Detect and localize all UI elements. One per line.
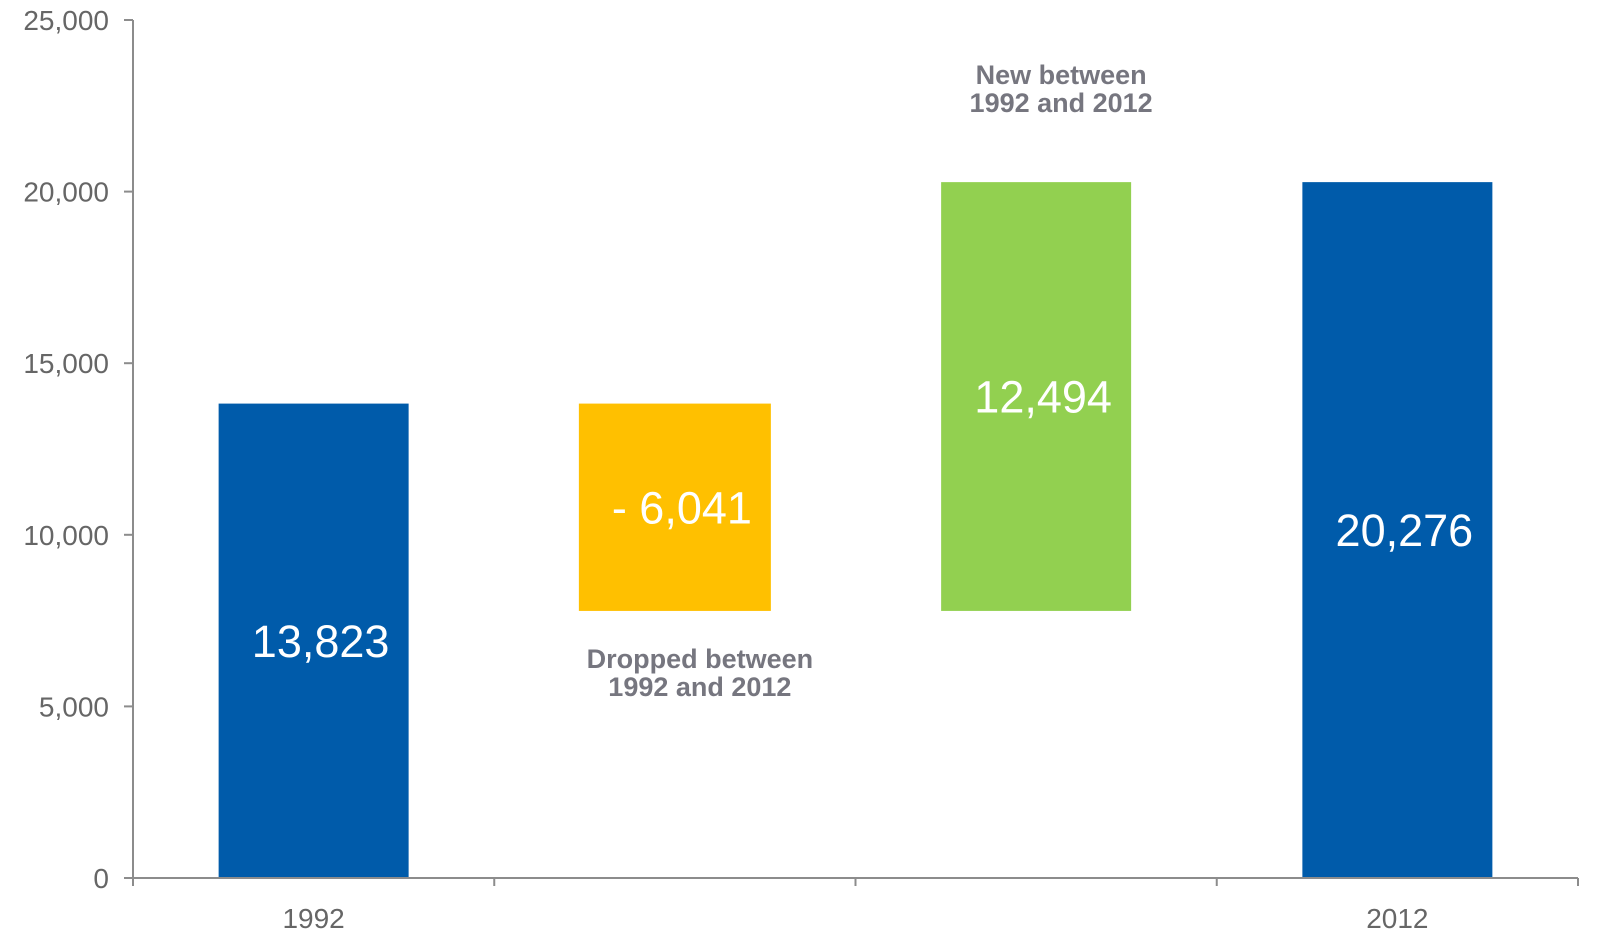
bar-value-label-2: 12,494	[974, 372, 1112, 423]
y-tick-label: 10,000	[23, 520, 109, 551]
y-tick-label: 15,000	[23, 348, 109, 379]
annotation-line: 1992 and 2012	[970, 88, 1153, 118]
bar-2	[941, 182, 1132, 611]
y-tick-label: 20,000	[23, 177, 109, 208]
annotation-line: Dropped between	[587, 644, 814, 674]
bar-1	[578, 403, 771, 611]
y-tick-label: 5,000	[39, 691, 109, 722]
annotation-line: 1992 and 2012	[608, 672, 791, 702]
bar-value-label-3: 20,276	[1336, 505, 1474, 556]
y-axis: 0 5,000 10,000 15,000 20,000 25,000	[23, 5, 134, 894]
x-axis: 1992 2012	[132, 877, 1579, 934]
x-tick-label: 1992	[282, 903, 344, 934]
bar-value-label-1: - 6,041	[612, 482, 752, 533]
y-tick-label: 25,000	[23, 5, 109, 36]
bar-value-label-0: 13,823	[252, 616, 390, 667]
y-tick-label: 0	[93, 863, 109, 894]
x-tick-label: 2012	[1366, 903, 1428, 934]
bar-0	[218, 403, 409, 878]
annotation-line: New between	[976, 60, 1147, 90]
bars-group: 13,823 - 6,041 12,494 20,276	[218, 182, 1493, 878]
bar-3	[1302, 182, 1493, 878]
